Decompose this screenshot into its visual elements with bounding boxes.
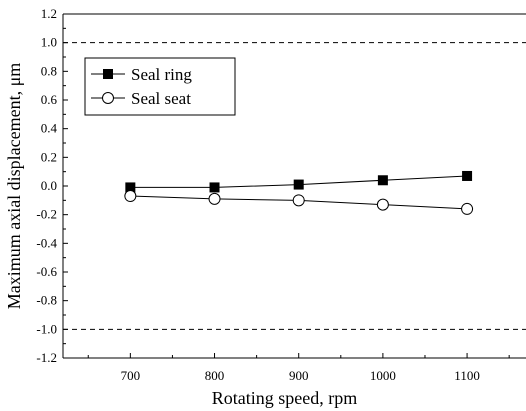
legend-label-seal-ring: Seal ring xyxy=(131,65,192,84)
x-tick-label: 800 xyxy=(205,368,225,383)
y-tick-label: 1.2 xyxy=(41,6,57,21)
y-tick-label: 0.4 xyxy=(41,121,58,136)
seal-ring-point xyxy=(377,175,388,186)
y-tick-label: 0.0 xyxy=(41,178,57,193)
y-tick-label: 0.8 xyxy=(41,63,57,78)
y-tick-label: -0.4 xyxy=(36,235,57,250)
y-tick-label: -0.8 xyxy=(36,293,57,308)
seal-seat-point xyxy=(376,198,389,211)
seal-ring-point xyxy=(293,179,304,190)
y-tick-label: -0.6 xyxy=(36,264,57,279)
legend-box xyxy=(84,57,236,116)
legend-marker-seal-seat xyxy=(102,92,114,104)
x-tick-label: 700 xyxy=(121,368,141,383)
y-tick-label: -1.2 xyxy=(36,350,57,365)
y-axis-title: Maximum axial displacement, μm xyxy=(4,63,24,310)
y-tick-label: 0.2 xyxy=(41,149,57,164)
y-tick-label: -0.2 xyxy=(36,207,57,222)
x-axis-title: Rotating speed, rpm xyxy=(212,388,357,408)
x-tick-label: 900 xyxy=(289,368,309,383)
seal-seat-point xyxy=(124,190,137,203)
x-tick-label: 1100 xyxy=(454,368,480,383)
legend-label-seal-seat: Seal seat xyxy=(131,89,191,108)
seal-seat-point xyxy=(292,194,305,207)
seal-ring-point xyxy=(209,182,220,193)
y-tick-label: 1.0 xyxy=(41,35,57,50)
y-tick-label: -1.0 xyxy=(36,321,57,336)
x-tick-label: 1000 xyxy=(370,368,396,383)
seal-seat-point xyxy=(208,192,221,205)
seal-ring-point xyxy=(462,170,473,181)
y-tick-label: 0.6 xyxy=(41,92,58,107)
legend-marker-seal-ring xyxy=(103,69,113,79)
seal-seat-point xyxy=(461,202,474,215)
